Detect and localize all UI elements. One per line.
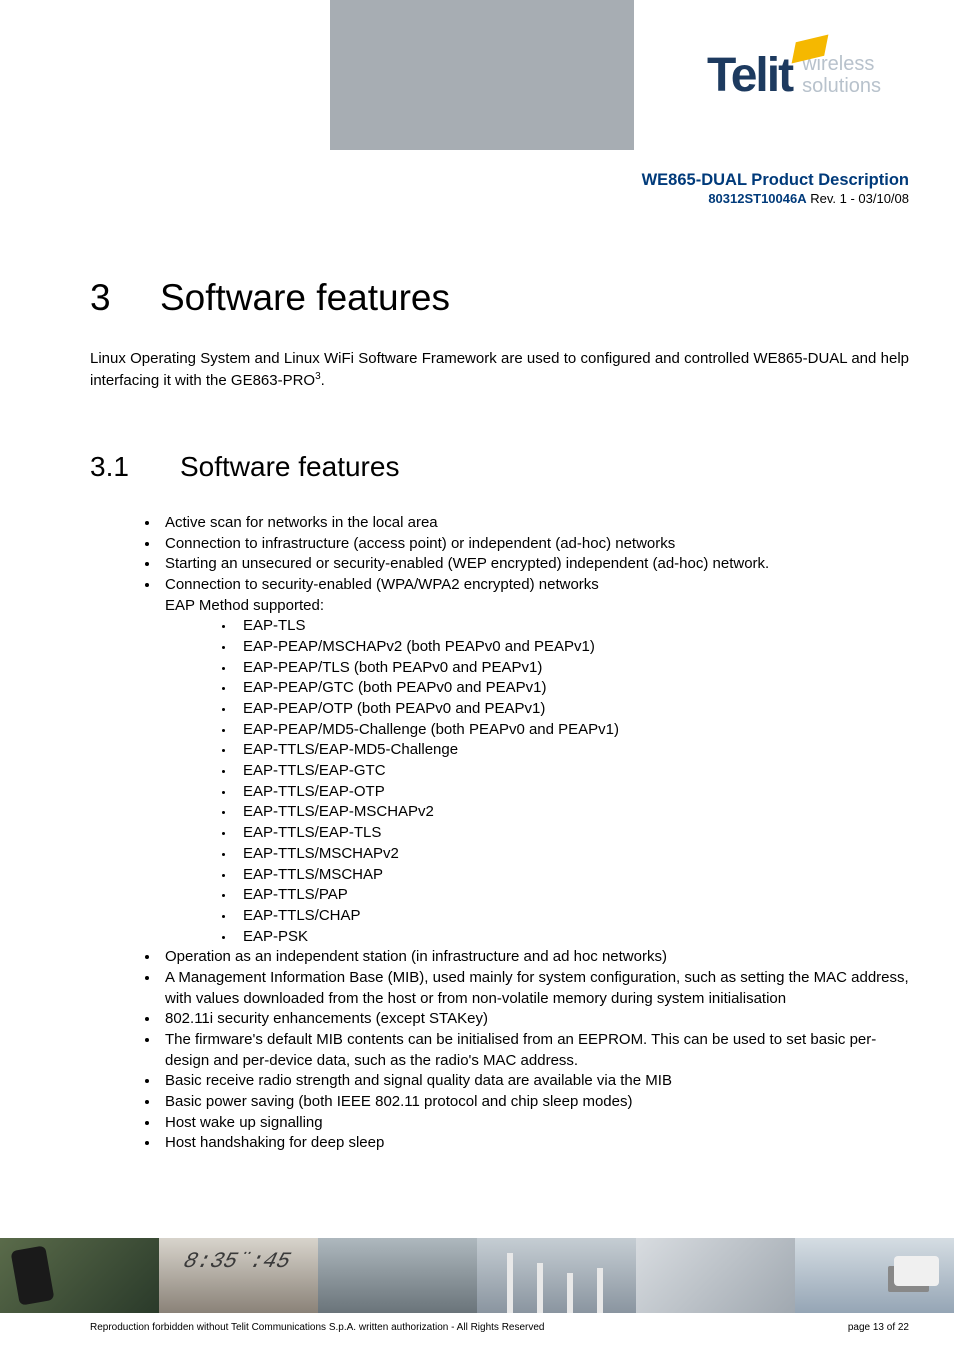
logo-sub-line2: solutions [802, 75, 881, 97]
feature-list: Active scan for networks in the local ar… [90, 513, 909, 1154]
list-item: The firmware's default MIB contents can … [160, 1030, 909, 1071]
intro-text-1: Linux Operating System and Linux WiFi So… [90, 350, 909, 388]
list-item: EAP-TTLS/EAP-TLS [235, 823, 909, 844]
list-item: EAP-PEAP/TLS (both PEAPv0 and PEAPv1) [235, 658, 909, 679]
document-title: WE865-DUAL Product Description [0, 170, 909, 191]
list-item: Basic power saving (both IEEE 802.11 pro… [160, 1092, 909, 1113]
list-item: EAP-TLS [235, 616, 909, 637]
footer-image-strip [0, 1238, 954, 1313]
list-item: EAP-PEAP/GTC (both PEAPv0 and PEAPv1) [235, 678, 909, 699]
header-mid-band [330, 0, 634, 150]
chapter-number: 3 [90, 277, 160, 319]
section-number: 3.1 [90, 451, 180, 483]
footer-image-meter [636, 1238, 795, 1313]
page-footer: Reproduction forbidden without Telit Com… [90, 1322, 909, 1333]
document-reference: 80312ST10046A Rev. 1 - 03/10/08 [0, 191, 909, 208]
company-logo: Telit wireless solutions [707, 48, 881, 103]
header-band: Telit wireless solutions [0, 0, 954, 150]
list-item: Basic receive radio strength and signal … [160, 1071, 909, 1092]
doc-ref-code: 80312ST10046A [708, 191, 806, 206]
document-header: WE865-DUAL Product Description 80312ST10… [0, 150, 954, 208]
footer-image-phone [0, 1238, 159, 1313]
intro-text-2: . [321, 372, 325, 389]
header-logo-area: Telit wireless solutions [634, 0, 954, 150]
list-item: 802.11i security enhancements (except ST… [160, 1009, 909, 1030]
list-item: EAP-PSK [235, 927, 909, 948]
eap-method-list: EAP-TLS EAP-PEAP/MSCHAPv2 (both PEAPv0 a… [165, 616, 909, 947]
list-item: EAP-TTLS/EAP-GTC [235, 761, 909, 782]
page-content: 3Software features Linux Operating Syste… [0, 208, 954, 1154]
section-heading: 3.1Software features [90, 451, 909, 483]
list-item: EAP-TTLS/CHAP [235, 906, 909, 927]
list-item: EAP-TTLS/PAP [235, 885, 909, 906]
list-item: Host wake up signalling [160, 1113, 909, 1134]
logo-tagline: wireless solutions [802, 53, 881, 97]
wpa-line2: EAP Method supported: [165, 597, 324, 614]
list-item: EAP-PEAP/MD5-Challenge (both PEAPv0 and … [235, 720, 909, 741]
list-item: EAP-TTLS/EAP-MSCHAPv2 [235, 802, 909, 823]
list-item: EAP-TTLS/EAP-MD5-Challenge [235, 740, 909, 761]
footer-image-camera [795, 1238, 954, 1313]
list-item: EAP-TTLS/EAP-OTP [235, 782, 909, 803]
wpa-line1: Connection to security-enabled (WPA/WPA2… [165, 576, 599, 593]
logo-text: Telit [707, 49, 792, 102]
chapter-heading: 3Software features [90, 277, 909, 319]
list-item: Host handshaking for deep sleep [160, 1133, 909, 1154]
list-item: EAP-PEAP/MSCHAPv2 (both PEAPv0 and PEAPv… [235, 637, 909, 658]
footer-image-clock [159, 1238, 318, 1313]
chapter-title: Software features [160, 277, 450, 318]
list-item: EAP-PEAP/OTP (both PEAPv0 and PEAPv1) [235, 699, 909, 720]
footer-image-windturbines [477, 1238, 636, 1313]
intro-paragraph: Linux Operating System and Linux WiFi So… [90, 349, 909, 391]
section-title: Software features [180, 451, 399, 482]
list-item: Active scan for networks in the local ar… [160, 513, 909, 534]
list-item-wpa: Connection to security-enabled (WPA/WPA2… [160, 575, 909, 947]
list-item: Connection to infrastructure (access poi… [160, 534, 909, 555]
list-item: Operation as an independent station (in … [160, 947, 909, 968]
footer-copyright: Reproduction forbidden without Telit Com… [90, 1322, 545, 1333]
logo-wordmark: Telit [707, 48, 792, 103]
list-item: Starting an unsecured or security-enable… [160, 554, 909, 575]
doc-ref-revision: Rev. 1 - 03/10/08 [807, 191, 909, 206]
footer-image-device [318, 1238, 477, 1313]
header-left-blank [0, 0, 330, 150]
list-item: EAP-TTLS/MSCHAP [235, 865, 909, 886]
footer-page-number: page 13 of 22 [848, 1322, 909, 1333]
list-item: EAP-TTLS/MSCHAPv2 [235, 844, 909, 865]
list-item: A Management Information Base (MIB), use… [160, 968, 909, 1009]
